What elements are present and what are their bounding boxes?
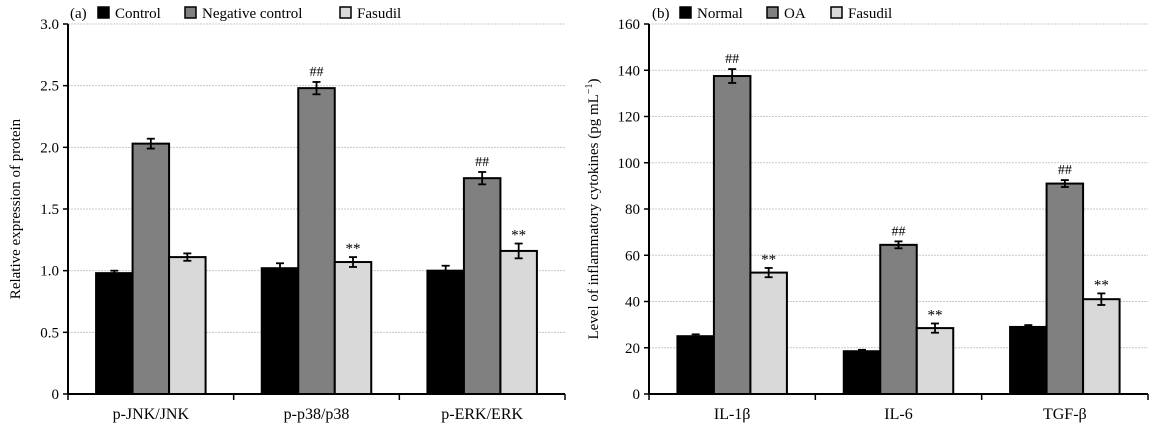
y-axis-label-text: Level of inflammatory cytokines (pg mL	[586, 94, 602, 339]
bar-normal	[676, 335, 715, 395]
y-axis-label-sup: −1	[584, 84, 595, 95]
significance-label: **	[761, 252, 776, 268]
y-axis-label-end: )	[586, 79, 602, 84]
y-tick-label: 20	[625, 341, 640, 357]
legend-label: Fasudil	[848, 6, 892, 22]
chart-panel-a: 0 0.5 1.0 1.5 2.0 2.5 3.0 Relative expression o…	[8, 6, 566, 423]
y-tick-label: 1.5	[40, 202, 59, 218]
legend-swatch	[184, 6, 197, 19]
y-tick-label: 1.0	[40, 264, 59, 280]
legend-swatch	[679, 6, 692, 19]
legend-label: Normal	[697, 6, 743, 22]
legend-label: Control	[115, 6, 161, 22]
legend-swatch	[830, 6, 843, 19]
legend-swatch	[97, 6, 110, 19]
significance-label: **	[928, 307, 943, 323]
legend-label: Fasudil	[357, 6, 401, 22]
bar-control	[426, 269, 465, 395]
bar-fasudil	[499, 249, 538, 395]
bar-fasudil	[749, 271, 788, 395]
y-tick-label: 120	[618, 110, 641, 126]
panel-label: (a)	[70, 6, 87, 22]
x-tick-label: IL-6	[884, 406, 912, 423]
y-tick-label: 0	[633, 387, 641, 403]
y-tick-label: 140	[618, 63, 641, 79]
x-tick-label: p-JNK/JNK	[113, 406, 190, 423]
y-tick-label: 160	[618, 17, 641, 33]
bar-normal	[842, 350, 882, 395]
legend-swatch	[766, 6, 779, 19]
panel-label: (b)	[652, 6, 670, 22]
y-tick-label: 0	[52, 387, 60, 403]
legend-label: OA	[784, 6, 806, 22]
legend-label: Negative control	[202, 6, 302, 22]
bar-fasudil	[1082, 298, 1121, 395]
significance-label: ##	[1058, 163, 1072, 178]
y-tick-label: 60	[625, 248, 640, 264]
significance-label: **	[346, 241, 361, 257]
y-tick-label: 40	[625, 295, 640, 311]
y-tick-label: 100	[618, 156, 641, 172]
significance-label: ##	[892, 224, 906, 239]
y-tick-label: 0.5	[40, 325, 59, 341]
legend-swatch	[339, 6, 352, 19]
y-axis-label: Relative expression of protein	[8, 118, 24, 299]
y-tick-label: 80	[625, 202, 640, 218]
y-tick-label: 3.0	[40, 17, 59, 33]
bar-control	[95, 272, 134, 395]
bar-negative-control	[462, 177, 502, 395]
bar-fasudil	[168, 256, 207, 395]
x-tick-label: IL-1β	[714, 406, 751, 423]
bar-negative-control	[131, 142, 171, 395]
x-tick-label: p-p38/p38	[284, 406, 350, 423]
bar-oa	[879, 243, 918, 395]
x-tick-label: TGF-β	[1043, 406, 1087, 423]
bar-oa	[712, 75, 752, 395]
bar-fasudil	[333, 261, 373, 395]
bar-fasudil	[915, 327, 955, 395]
x-tick-label: p-ERK/ERK	[441, 406, 523, 423]
significance-label: **	[1094, 277, 1109, 293]
y-tick-label: 2.5	[40, 79, 59, 95]
y-tick-label: 2.0	[40, 140, 59, 156]
bar-oa	[1045, 182, 1085, 395]
chart-panel-b: 0 20 40 60 80 100 120 140 160 Level of inflammato…	[584, 6, 1149, 423]
bar-control	[260, 267, 300, 396]
bar-negative-control	[297, 87, 336, 395]
significance-label: ##	[725, 52, 739, 67]
significance-label: ##	[475, 155, 489, 170]
y-axis-label-text: Relative expression of protein	[8, 118, 24, 299]
y-axis-label: Level of inflammatory cytokines (pg mL−1…	[584, 79, 602, 340]
significance-label: ##	[310, 65, 324, 80]
bar-normal	[1009, 325, 1048, 395]
significance-label: **	[511, 228, 526, 244]
